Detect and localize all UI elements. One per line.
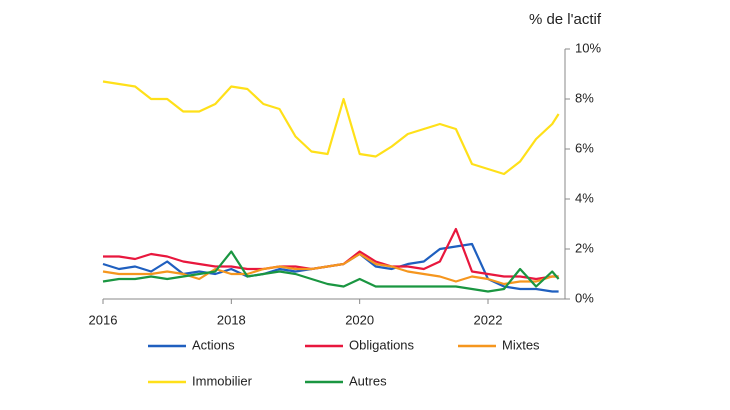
y-tick-label: 10%	[575, 40, 601, 55]
legend-label: Mixtes	[502, 337, 540, 352]
x-tick-label: 2020	[345, 312, 374, 327]
series-line	[102, 252, 559, 286]
x-tick-label: 2018	[217, 312, 246, 327]
y-axis-label: % de l'actif	[529, 11, 602, 28]
y-tick-label: 0%	[575, 290, 594, 305]
y-tick-label: 4%	[575, 190, 594, 205]
x-tick-label: 2016	[89, 312, 118, 327]
y-tick-label: 2%	[575, 240, 594, 255]
x-tick-label: 2022	[474, 312, 503, 327]
series-line	[102, 250, 560, 293]
y-tick-label: 8%	[575, 90, 594, 105]
legend-label: Autres	[349, 373, 387, 388]
legend-label: Obligations	[349, 337, 415, 352]
y-tick-label: 6%	[575, 140, 594, 155]
legend-label: Actions	[192, 337, 235, 352]
legend-label: Immobilier	[192, 373, 253, 388]
series-line	[102, 80, 560, 176]
